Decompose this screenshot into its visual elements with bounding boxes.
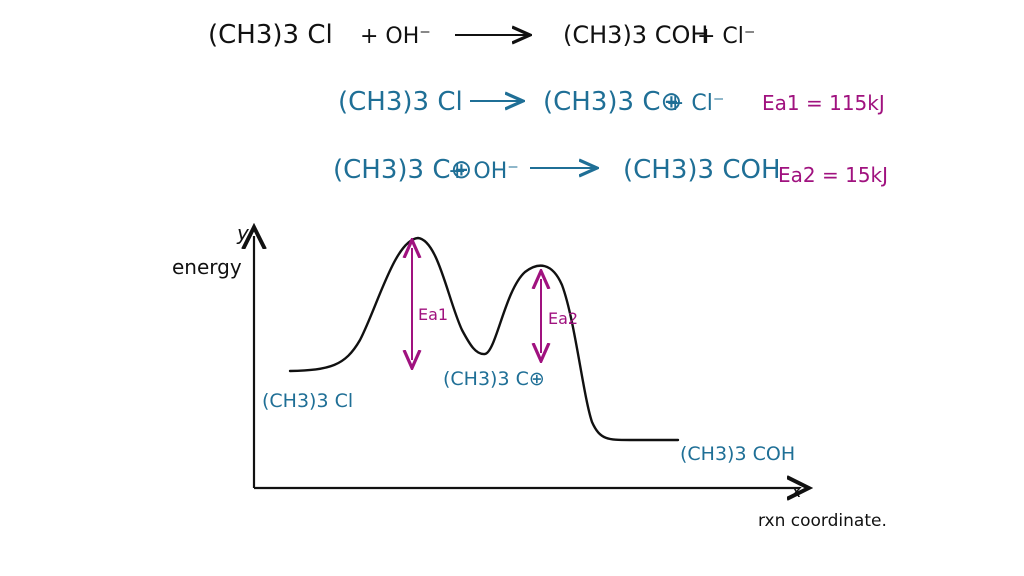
- overall-product: (CH3)3 COH: [563, 21, 708, 49]
- step2-product: (CH3)3 COH: [623, 155, 781, 185]
- overall-plus-hydroxide: + OH⁻: [360, 24, 431, 49]
- reactant-label: (CH3)3 Cl: [262, 390, 353, 412]
- product-label: (CH3)3 COH: [680, 443, 795, 465]
- step2-plus-hydroxide: + OH⁻: [448, 159, 519, 184]
- y-axis-letter: y: [236, 221, 250, 245]
- step1-reactant: (CH3)3 Cl: [338, 87, 463, 117]
- energy-diagram: y x energy rxn coordinate. Ea1 Ea2 (CH3)…: [172, 221, 887, 531]
- step1-plus-chloride: + Cl⁻: [666, 91, 725, 116]
- step2-activation-energy: Ea2 = 15kJ: [778, 163, 888, 187]
- overall-equation: (CH3)3 Cl + OH⁻ (CH3)3 COH + Cl⁻: [208, 20, 756, 50]
- energy-profile-curve: [288, 236, 680, 442]
- intermediate-label: (CH3)3 C⊕: [443, 368, 545, 390]
- ea1-diagram-label: Ea1: [418, 305, 448, 324]
- step1-equation: (CH3)3 Cl (CH3)3 C⊕ + Cl⁻ Ea1 = 115kJ: [338, 87, 885, 117]
- step2-reactant: (CH3)3 C⊕: [333, 155, 472, 185]
- x-axis-letter: x: [790, 481, 802, 502]
- overall-reactant: (CH3)3 Cl: [208, 20, 333, 50]
- overall-plus-chloride: + Cl⁻: [697, 24, 756, 49]
- step1-activation-energy: Ea1 = 115kJ: [762, 91, 885, 115]
- x-axis-label: rxn coordinate.: [758, 511, 887, 531]
- step2-equation: (CH3)3 C⊕ + OH⁻ (CH3)3 COH Ea2 = 15kJ: [333, 155, 888, 187]
- y-axis-label: energy: [172, 255, 242, 279]
- ea2-diagram-label: Ea2: [548, 309, 578, 328]
- step1-product: (CH3)3 C⊕: [543, 87, 682, 117]
